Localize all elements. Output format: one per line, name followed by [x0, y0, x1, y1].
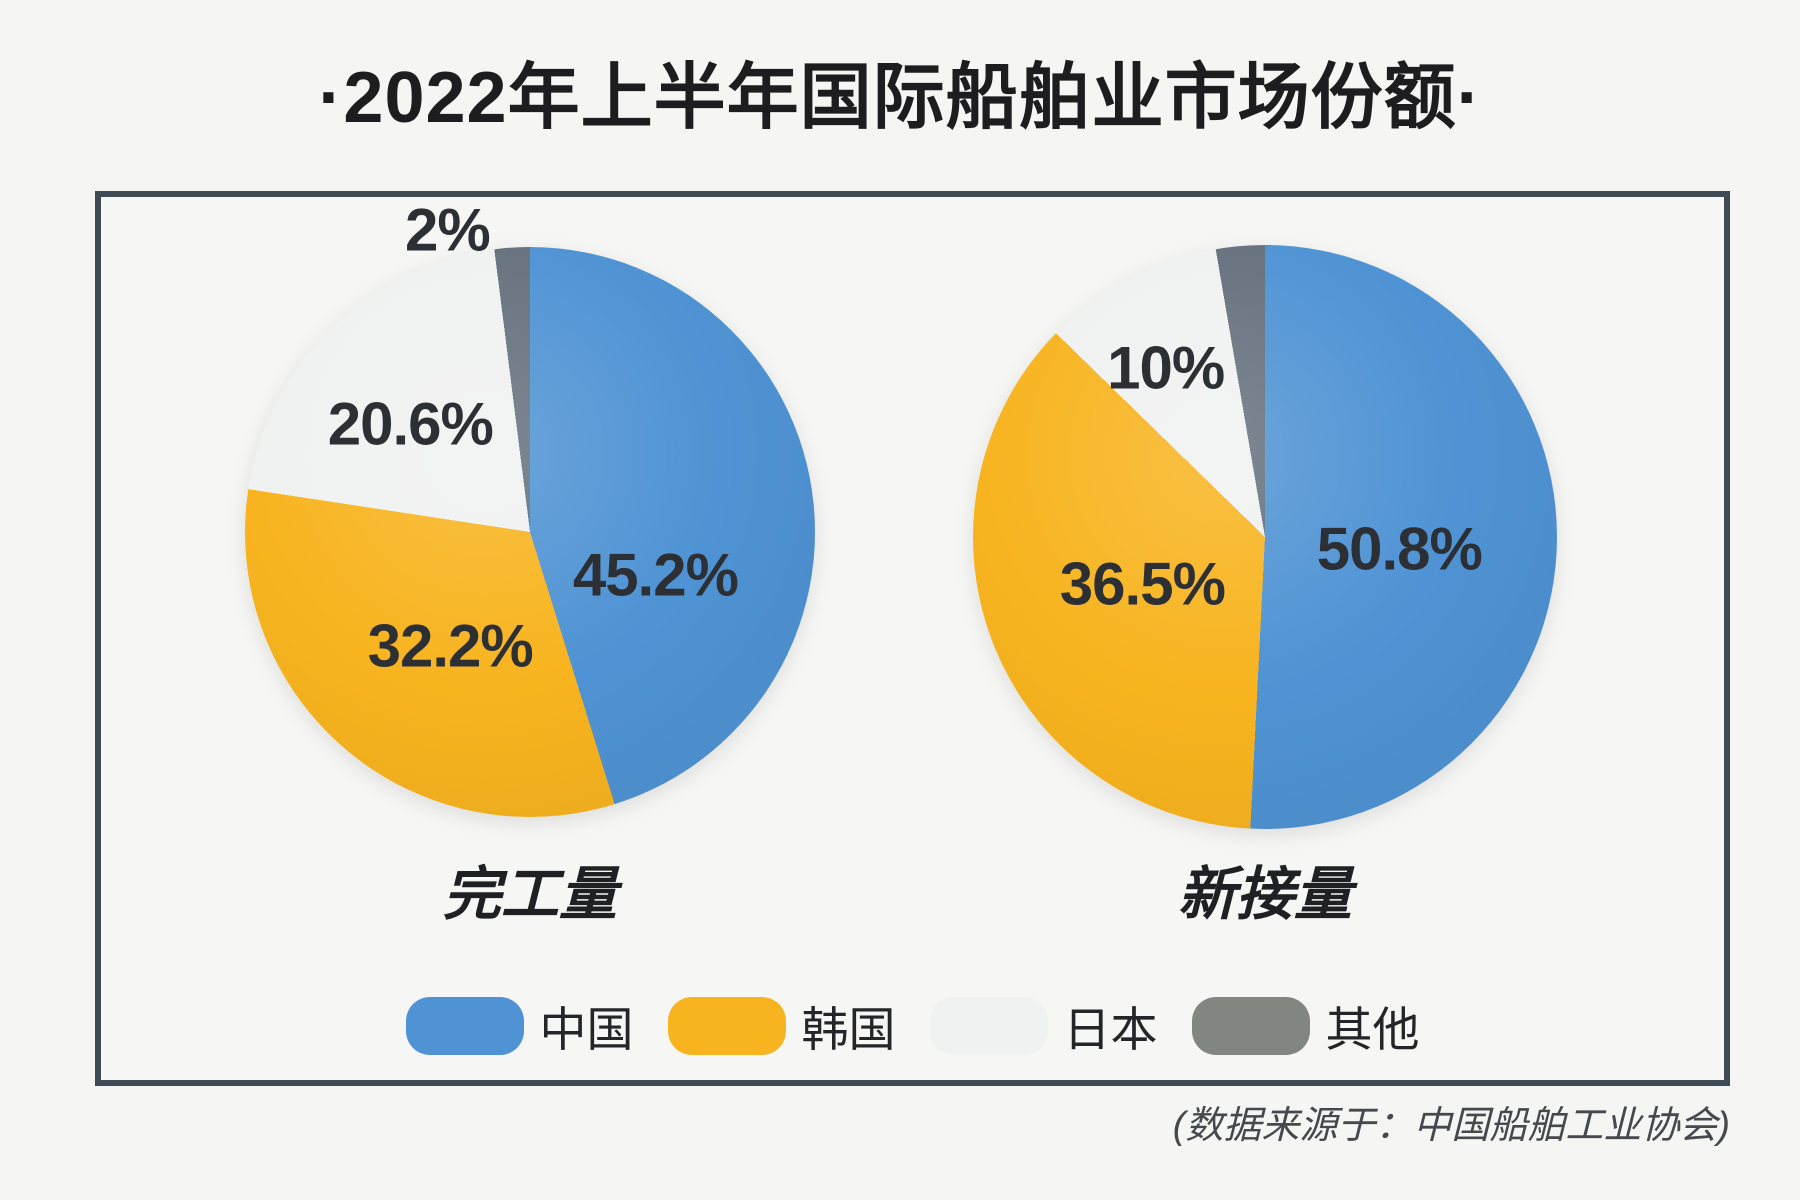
legend-label-china: 中国: [539, 1003, 634, 1056]
pie-disc: [973, 245, 1557, 829]
legend-label-other: 其他: [1325, 1003, 1420, 1056]
slice-label: 2%: [404, 196, 491, 264]
legend-swatch-korea: [667, 996, 786, 1055]
legend-item-china: 中国: [405, 991, 634, 1060]
legend: 中国 韩国 日本 其他: [101, 991, 1724, 1060]
source-note: (数据来源于：中国船舶工业协会): [1172, 1105, 1730, 1147]
legend-swatch-china: [405, 996, 524, 1055]
pie-chart-completed-volume: 45.2% 32.2% 20.6% 2%: [245, 196, 815, 817]
slice-label: 32.2%: [367, 612, 534, 680]
chart-title: ·2022年上半年国际船舶业市场份额·: [318, 58, 1482, 138]
legend-label-korea: 韩国: [801, 1003, 896, 1056]
chart-panel: 45.2% 32.2% 20.6% 2% 50.8% 36.5% 10% 完工量 新接量 …: [95, 191, 1730, 1086]
legend-label-japan: 日本: [1063, 1003, 1158, 1056]
pie-caption-new-orders: 新接量: [1177, 862, 1352, 927]
slice-label: 50.8%: [1316, 515, 1483, 583]
pie-caption-completed-volume: 完工量: [442, 862, 617, 927]
legend-swatch-japan: [929, 996, 1048, 1055]
pie-chart-new-orders: 50.8% 36.5% 10%: [973, 245, 1557, 829]
legend-item-japan: 日本: [929, 991, 1158, 1060]
pie-disc: [245, 247, 815, 817]
slice-label: 20.6%: [327, 390, 494, 458]
slice-label: 45.2%: [572, 541, 739, 609]
slice-label: 10%: [1107, 334, 1225, 402]
legend-item-other: 其他: [1191, 991, 1420, 1060]
legend-swatch-other: [1191, 996, 1310, 1055]
legend-item-korea: 韩国: [667, 991, 896, 1060]
slice-label: 36.5%: [1059, 550, 1226, 618]
